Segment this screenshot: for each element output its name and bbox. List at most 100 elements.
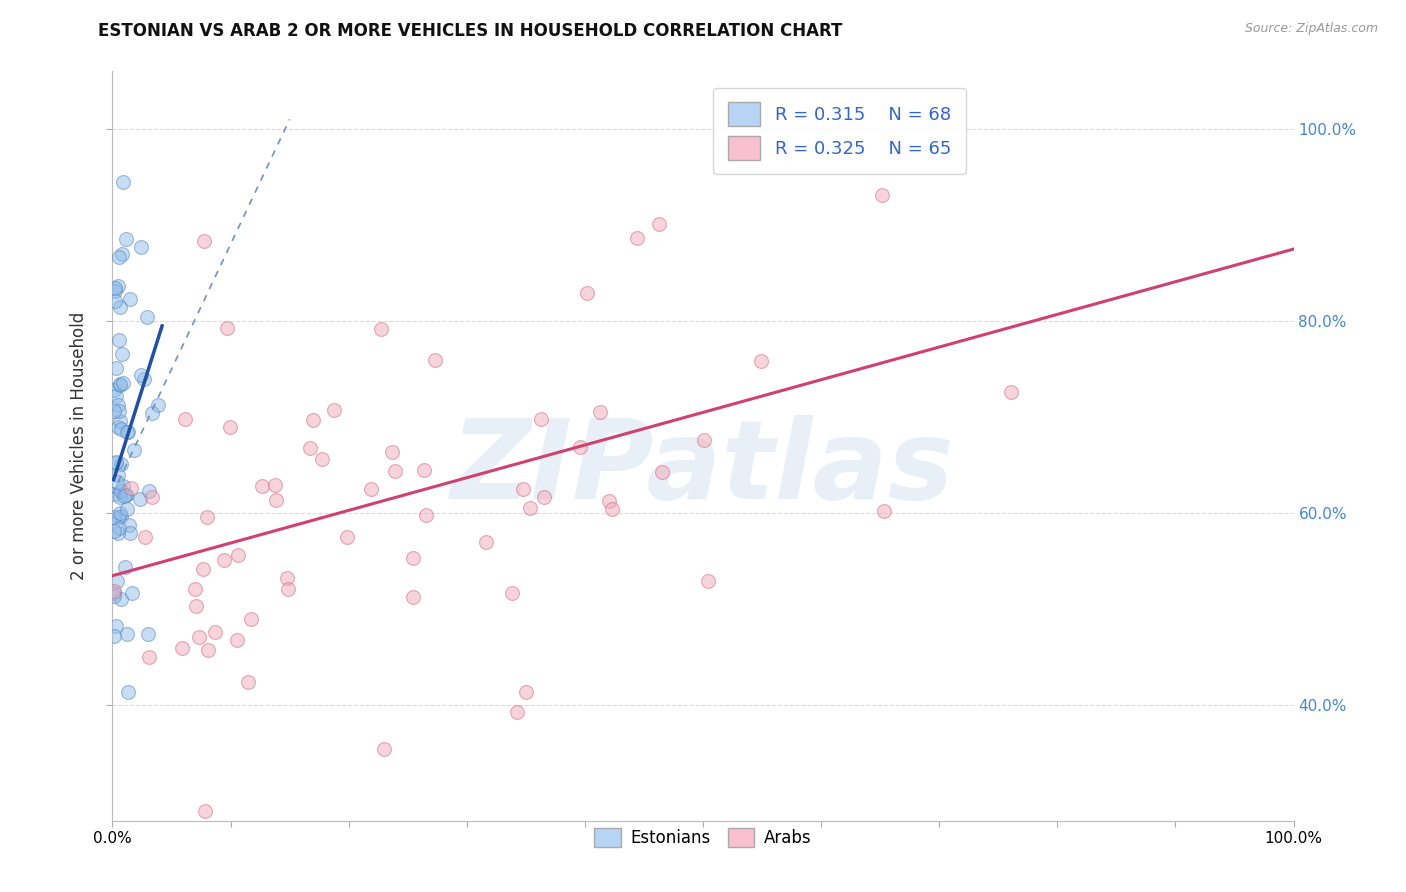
Point bbox=[195, 510, 218, 524]
Point bbox=[693, 434, 716, 448]
Point bbox=[651, 466, 673, 480]
Point bbox=[111, 346, 134, 360]
Point bbox=[103, 583, 125, 598]
Point bbox=[138, 483, 160, 498]
Point bbox=[110, 591, 132, 606]
Point bbox=[311, 451, 333, 466]
Point bbox=[121, 585, 143, 599]
Point bbox=[598, 493, 620, 508]
Point bbox=[105, 456, 128, 470]
Point bbox=[110, 484, 132, 499]
Point bbox=[103, 586, 125, 600]
Point bbox=[141, 490, 163, 504]
Legend: Estonians, Arabs: Estonians, Arabs bbox=[588, 821, 818, 854]
Point bbox=[146, 398, 169, 412]
Point bbox=[226, 548, 249, 562]
Point bbox=[298, 441, 321, 455]
Point bbox=[360, 483, 382, 497]
Point bbox=[501, 586, 523, 600]
Point bbox=[112, 489, 135, 503]
Point bbox=[138, 649, 160, 664]
Point bbox=[873, 504, 896, 518]
Point bbox=[117, 684, 139, 698]
Point bbox=[103, 510, 125, 524]
Point bbox=[105, 574, 128, 589]
Point bbox=[120, 481, 142, 495]
Point bbox=[105, 619, 128, 633]
Point bbox=[533, 490, 555, 504]
Text: Source: ZipAtlas.com: Source: ZipAtlas.com bbox=[1244, 22, 1378, 36]
Text: ZIPatlas: ZIPatlas bbox=[451, 415, 955, 522]
Point bbox=[115, 425, 138, 439]
Point bbox=[120, 292, 142, 306]
Point bbox=[193, 234, 215, 248]
Point bbox=[370, 322, 392, 336]
Point bbox=[402, 551, 425, 566]
Point bbox=[107, 404, 129, 418]
Point bbox=[423, 352, 446, 367]
Point bbox=[225, 632, 247, 647]
Point bbox=[107, 278, 129, 293]
Point bbox=[114, 559, 136, 574]
Point bbox=[107, 398, 129, 412]
Point bbox=[568, 441, 591, 455]
Point bbox=[103, 590, 125, 604]
Point bbox=[108, 414, 131, 428]
Point bbox=[322, 403, 344, 417]
Point bbox=[112, 479, 135, 493]
Point bbox=[104, 294, 127, 309]
Point bbox=[115, 231, 138, 245]
Point bbox=[104, 284, 127, 298]
Point bbox=[302, 413, 325, 427]
Point bbox=[401, 590, 423, 604]
Point bbox=[103, 629, 125, 643]
Point bbox=[104, 455, 127, 469]
Point bbox=[170, 641, 193, 656]
Point bbox=[129, 368, 152, 382]
Point bbox=[103, 404, 125, 418]
Point bbox=[136, 627, 159, 641]
Point bbox=[132, 372, 155, 386]
Point bbox=[110, 508, 132, 523]
Point bbox=[135, 310, 157, 325]
Point bbox=[103, 383, 125, 397]
Point bbox=[373, 742, 395, 756]
Point bbox=[184, 582, 207, 597]
Point bbox=[626, 231, 648, 245]
Point bbox=[277, 582, 299, 597]
Point bbox=[110, 457, 132, 471]
Point bbox=[515, 685, 537, 699]
Point bbox=[576, 285, 599, 300]
Point bbox=[212, 553, 235, 567]
Point bbox=[381, 445, 404, 459]
Point bbox=[118, 526, 141, 541]
Point bbox=[512, 483, 534, 497]
Point bbox=[696, 574, 718, 588]
Point bbox=[474, 535, 496, 549]
Point bbox=[105, 475, 128, 490]
Point bbox=[108, 301, 131, 315]
Point bbox=[197, 642, 219, 657]
Point bbox=[600, 502, 623, 516]
Point bbox=[749, 354, 772, 368]
Point bbox=[872, 187, 894, 202]
Point bbox=[110, 377, 132, 392]
Y-axis label: 2 or more Vehicles in Household: 2 or more Vehicles in Household bbox=[70, 312, 89, 580]
Point bbox=[108, 509, 131, 524]
Point bbox=[193, 804, 215, 818]
Point bbox=[1000, 384, 1022, 399]
Point bbox=[129, 240, 152, 254]
Point bbox=[108, 377, 131, 392]
Point bbox=[107, 525, 129, 540]
Point bbox=[111, 175, 134, 189]
Point bbox=[519, 501, 541, 516]
Point bbox=[108, 506, 131, 520]
Point bbox=[264, 478, 287, 492]
Point bbox=[115, 487, 138, 501]
Point bbox=[276, 571, 298, 585]
Point bbox=[218, 419, 240, 434]
Point bbox=[530, 412, 553, 426]
Point bbox=[217, 321, 239, 335]
Point bbox=[117, 627, 139, 641]
Point bbox=[266, 492, 288, 507]
